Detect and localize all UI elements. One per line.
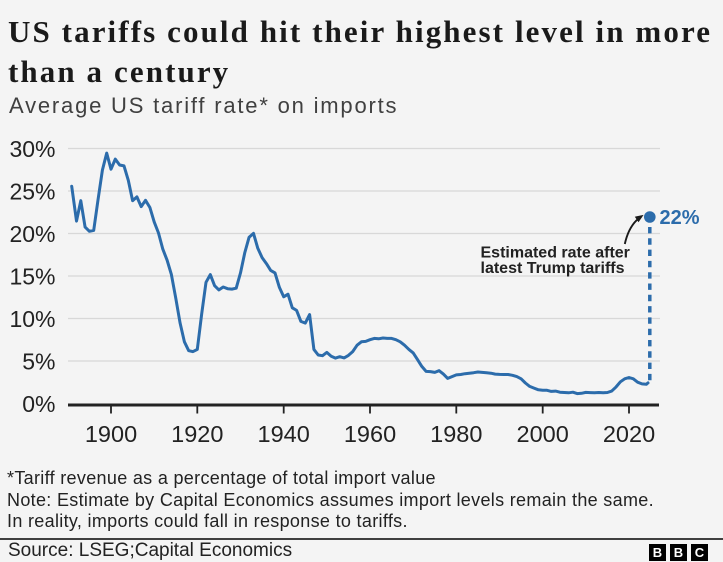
svg-text:30%: 30% (9, 136, 55, 162)
svg-text:10%: 10% (9, 306, 55, 332)
svg-text:1900: 1900 (85, 421, 137, 447)
svg-text:1960: 1960 (344, 421, 396, 447)
svg-text:Estimated rate after: Estimated rate after (481, 244, 630, 261)
svg-text:latest Trump tariffs: latest Trump tariffs (481, 260, 625, 277)
svg-text:2020: 2020 (603, 421, 655, 447)
svg-text:22%: 22% (660, 207, 700, 229)
svg-text:1920: 1920 (171, 421, 223, 447)
svg-text:0%: 0% (22, 391, 55, 417)
svg-text:1940: 1940 (258, 421, 310, 447)
svg-text:20%: 20% (9, 221, 55, 247)
svg-text:15%: 15% (9, 264, 55, 290)
svg-text:5%: 5% (22, 349, 55, 375)
svg-text:1980: 1980 (430, 421, 482, 447)
svg-text:2000: 2000 (517, 421, 569, 447)
svg-text:25%: 25% (9, 179, 55, 205)
